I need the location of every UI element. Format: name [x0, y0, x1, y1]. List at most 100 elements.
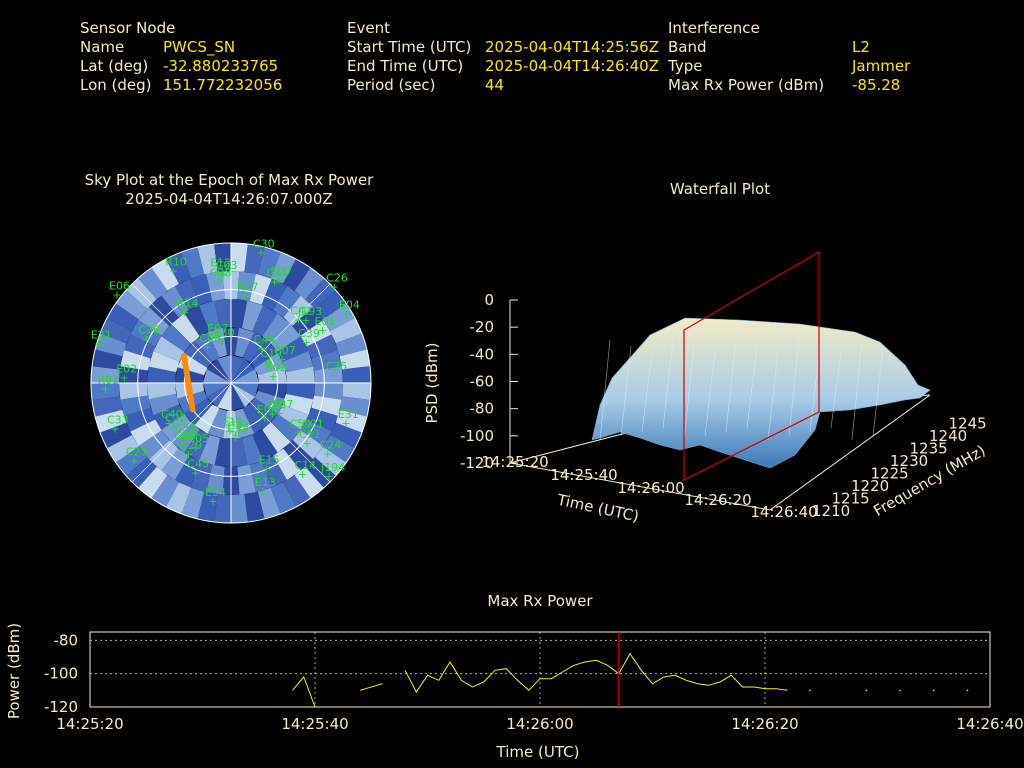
satellite-marker: +: [142, 333, 151, 346]
skyplot-cell: [249, 340, 279, 368]
interference-band-value: L2: [852, 38, 870, 56]
power-series-line: [359, 683, 383, 691]
satellite-marker: +: [211, 331, 220, 344]
satellite-label: R27: [272, 398, 294, 411]
interference-type-value: Jammer: [852, 57, 911, 75]
satellite-label: C26: [326, 271, 348, 284]
skyplot-cell: [153, 336, 185, 362]
skyplot-cell: [119, 366, 148, 383]
satellite-label: C19: [260, 347, 282, 360]
satellite-marker: +: [264, 356, 273, 369]
satellite-label: E13: [255, 476, 276, 489]
satellite-marker: +: [168, 421, 177, 434]
skyplot-cell: [91, 366, 120, 383]
z-tick-label: -100: [460, 427, 494, 445]
skyplot-cell: [184, 305, 210, 337]
skyplot-cell: [148, 350, 180, 373]
skyplot-cell: [262, 422, 291, 453]
satellite-label: C03: [216, 259, 238, 272]
event-end-value: 2025-04-04T14:26:40Z: [485, 57, 659, 75]
skyplot-cell: [342, 383, 371, 400]
power-y-tick-label: -80: [54, 631, 79, 649]
satellite-label: E21: [91, 329, 112, 342]
skyplot-cell: [241, 434, 264, 466]
skyplot-cell: [283, 259, 311, 291]
sensor-heading: Sensor Node: [80, 19, 176, 37]
satellite-label: C05: [187, 432, 209, 445]
skyplot-cell: [242, 404, 268, 434]
waterfall-ridge: [620, 345, 632, 437]
event-heading: Event: [347, 19, 390, 37]
skyplot-cell: [95, 409, 127, 433]
skyplot-cell: [147, 383, 177, 400]
satellite-label: C45: [187, 458, 209, 471]
satellite-marker: +: [262, 462, 271, 475]
power-x-tick-label: 14:25:20: [56, 715, 123, 733]
satellite-marker: +: [213, 275, 222, 288]
satellite-marker: +: [120, 371, 129, 384]
satellite-label: C08: [174, 429, 196, 442]
waterfall-ridge: [830, 351, 842, 429]
time-tick-label: 14:26:40: [750, 503, 817, 521]
skyplot-cell: [237, 271, 256, 302]
skyplot-cell: [217, 355, 231, 383]
power-x-tick-label: 14:25:40: [281, 715, 348, 733]
skyplot-cell: [190, 273, 213, 305]
satellite-marker: +: [324, 470, 333, 483]
skyplot-cell: [242, 332, 268, 362]
interference-power-label: Max Rx Power (dBm): [668, 76, 825, 94]
satellite-label: E19: [222, 415, 243, 428]
satellite-label: C39: [298, 327, 320, 340]
satellite-marker: +: [256, 247, 265, 260]
satellite-marker: +: [293, 426, 302, 439]
power-title: Max Rx Power: [487, 592, 593, 610]
satellite-marker: +: [318, 324, 327, 337]
skyplot-cell: [198, 434, 221, 466]
skyplot-cell: [262, 313, 291, 344]
skyplot-cell: [314, 366, 343, 383]
skyplot-cell: [124, 334, 156, 359]
satellite-marker: +: [219, 268, 228, 281]
skyplot-cell: [270, 252, 297, 284]
event-end-label: End Time (UTC): [347, 57, 464, 75]
satellite-marker: +: [302, 437, 311, 450]
freq-tick-label: 1245: [949, 415, 987, 433]
skyplot-cell: [231, 437, 248, 467]
satellite-marker: +: [110, 423, 119, 436]
z-axis-label: PSD (dBm): [423, 342, 441, 423]
satellite-label: R14: [177, 297, 199, 310]
waterfall-ridge: [641, 351, 653, 433]
freq-tick-label: 1225: [871, 465, 909, 483]
power-x-tick-label: 14:26:40: [956, 715, 1023, 733]
satellite-marker: +: [164, 417, 173, 430]
skyplot-cell: [92, 396, 123, 417]
skyplot-cell: [277, 404, 309, 430]
skyplot-cell: [171, 313, 200, 344]
satellite-label: R02: [265, 361, 287, 374]
satellite-label: C42: [290, 305, 312, 318]
event-start-label: Start Time (UTC): [347, 38, 472, 56]
satellite-marker: +: [323, 448, 332, 461]
skyplot-cell: [314, 446, 347, 476]
satellite-label: C36: [138, 324, 160, 337]
skyplot-cell: [214, 494, 231, 523]
skyplot-cell: [207, 327, 227, 358]
satellite-label: E31: [338, 408, 359, 421]
power-x-axis-label: Time (UTC): [496, 743, 580, 761]
skyplot-cell: [138, 267, 168, 300]
satellite-marker: +: [203, 341, 212, 354]
satellite-marker: +: [184, 448, 193, 461]
skyplot-cell: [292, 430, 324, 460]
satellite-label: J193: [297, 305, 322, 318]
skyplot-cell: [206, 464, 225, 495]
skyplot-cell: [115, 290, 148, 320]
skyplot-cell: [335, 409, 367, 433]
skyplot-cell: [115, 446, 148, 476]
skyplot-cell: [231, 383, 245, 411]
skyplot-cell: [148, 295, 179, 326]
skyplot-cell: [151, 259, 179, 291]
satellite-marker: +: [225, 424, 234, 437]
time-tick-label: 14:25:20: [481, 453, 548, 471]
satellite-label: E04: [257, 403, 278, 416]
